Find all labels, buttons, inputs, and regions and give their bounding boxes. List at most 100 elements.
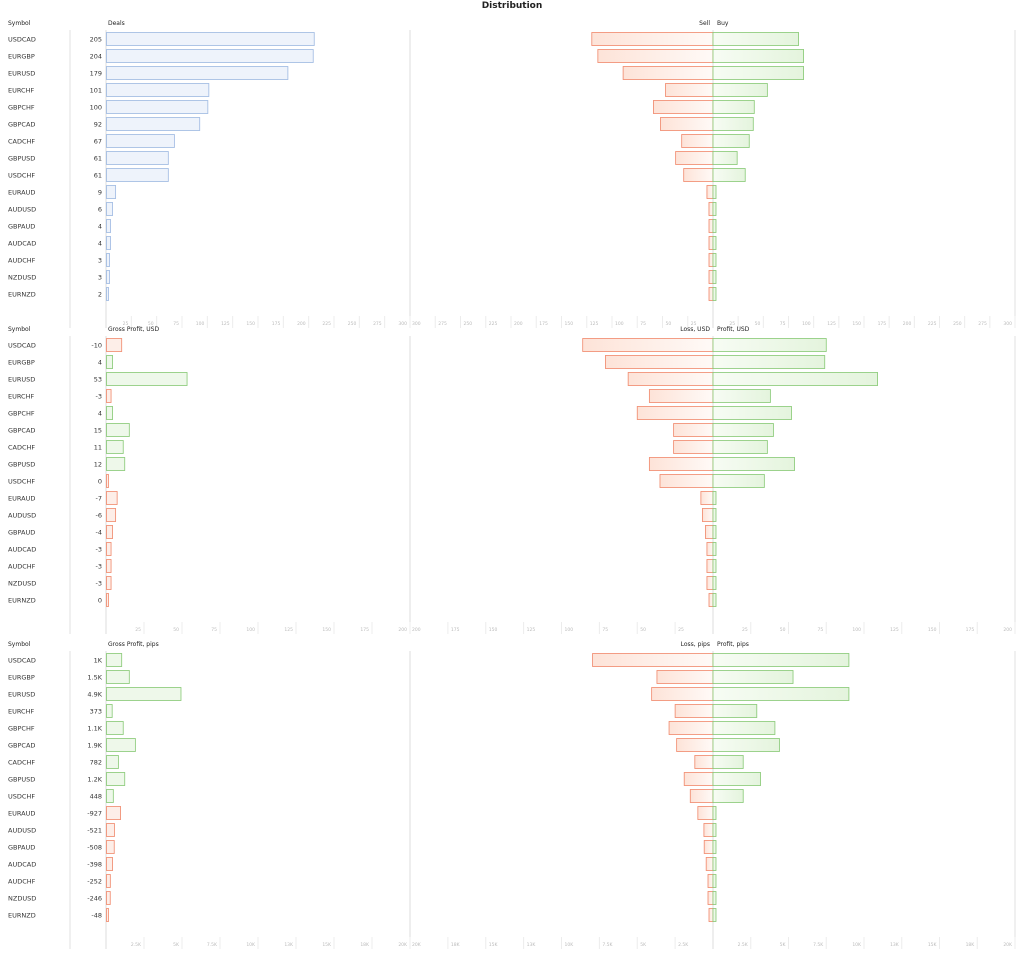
left-bar (106, 440, 124, 454)
buy-bar (712, 593, 717, 607)
sell-bar (651, 687, 714, 701)
symbol-label: GBPAUD (8, 529, 35, 537)
tick-label: 18K (451, 942, 461, 948)
left-bar (106, 525, 113, 539)
tick-label: 175 (360, 627, 369, 633)
sell-bar (708, 270, 714, 284)
buy-bar (712, 236, 717, 250)
buy-bar (712, 559, 717, 573)
left-bar (106, 185, 117, 199)
buy-bar (712, 66, 804, 80)
symbol-label: AUDCHF (8, 563, 36, 571)
tick-label: 15K (322, 942, 332, 948)
symbol-label: GBPCAD (8, 121, 35, 129)
tick-label: 75 (640, 321, 646, 327)
left-bar (106, 721, 124, 735)
buy-bar (712, 83, 768, 97)
buy-bar (712, 32, 799, 46)
value-label: -3 (96, 393, 102, 401)
tick-label: 200 (412, 627, 421, 633)
value-label: 4 (98, 223, 102, 231)
left-bar (106, 857, 113, 871)
buy-bar (712, 721, 776, 735)
buy-bar (712, 338, 827, 352)
symbol-label: GBPCAD (8, 427, 35, 435)
tick-label: 25 (123, 321, 129, 327)
buy-bar (712, 789, 744, 803)
buy-bar (712, 874, 717, 888)
left-bar (106, 823, 115, 837)
sell-bar (668, 721, 714, 735)
left-bar (106, 908, 109, 922)
sell-bar (708, 236, 714, 250)
value-label: 448 (90, 793, 102, 801)
tick-label: 150 (322, 627, 331, 633)
tick-label: 75 (173, 321, 179, 327)
symbol-label: EURGBP (8, 359, 35, 367)
left-bar (106, 576, 112, 590)
value-label: -3 (96, 546, 102, 554)
sell-bar (665, 83, 714, 97)
value-label: -508 (87, 844, 102, 852)
left-bar (106, 491, 118, 505)
buy-bar (712, 253, 717, 267)
tick-label: 50 (666, 321, 672, 327)
left-bar (106, 457, 126, 471)
value-label: 1.9K (87, 742, 102, 750)
tick-label: 125 (590, 321, 599, 327)
tick-label: 13K (284, 942, 294, 948)
symbol-label: GBPCHF (8, 410, 35, 418)
sell-bar (697, 806, 714, 820)
left-bar (106, 151, 169, 165)
value-label: -3 (96, 580, 102, 588)
tick-label: 10K (852, 942, 862, 948)
sell-bar (708, 593, 714, 607)
buy-bar (712, 687, 850, 701)
value-label: 11 (94, 444, 102, 452)
value-label: 67 (94, 138, 102, 146)
value-label: 101 (90, 87, 102, 95)
tick-label: 5K (640, 942, 647, 948)
sell-bar (676, 738, 714, 752)
sell-bar (708, 202, 714, 216)
left-bar (106, 423, 130, 437)
symbol-label: NZDUSD (8, 895, 36, 903)
tick-label: 250 (348, 321, 357, 327)
tick-label: 50 (780, 627, 786, 633)
sell-bar (701, 508, 714, 522)
symbol-header: Symbol (8, 641, 31, 648)
left-bar (106, 100, 209, 114)
symbol-label: EURNZD (8, 597, 36, 605)
tick-label: 125 (284, 627, 293, 633)
sell-bar (706, 542, 714, 556)
tick-label: 2.5K (678, 942, 689, 948)
tick-label: 75 (602, 627, 608, 633)
value-label: 53 (94, 376, 102, 384)
tick-label: 13K (527, 942, 537, 948)
tick-label: 50 (148, 321, 154, 327)
buy-bar (712, 823, 717, 837)
value-label: 373 (90, 708, 102, 716)
left-bar (106, 789, 114, 803)
left-bar (106, 134, 175, 148)
tick-label: 125 (890, 627, 899, 633)
tick-label: 200 (297, 321, 306, 327)
buy-bar (712, 270, 717, 284)
tick-label: 25 (729, 321, 735, 327)
tick-label: 275 (978, 321, 987, 327)
sell-bar (673, 440, 714, 454)
sell-bar (708, 219, 714, 233)
left-bar (106, 738, 136, 752)
value-label: 2 (98, 291, 102, 299)
sell-bar (707, 891, 714, 905)
tick-label: 200 (1003, 627, 1012, 633)
buy-bar (712, 202, 717, 216)
value-label: 61 (94, 155, 102, 163)
left-bar (106, 372, 188, 386)
value-label: 204 (90, 53, 102, 61)
left-bar (106, 704, 113, 718)
tick-label: 275 (373, 321, 382, 327)
tick-label: 10K (246, 942, 256, 948)
left-bar (106, 168, 169, 182)
